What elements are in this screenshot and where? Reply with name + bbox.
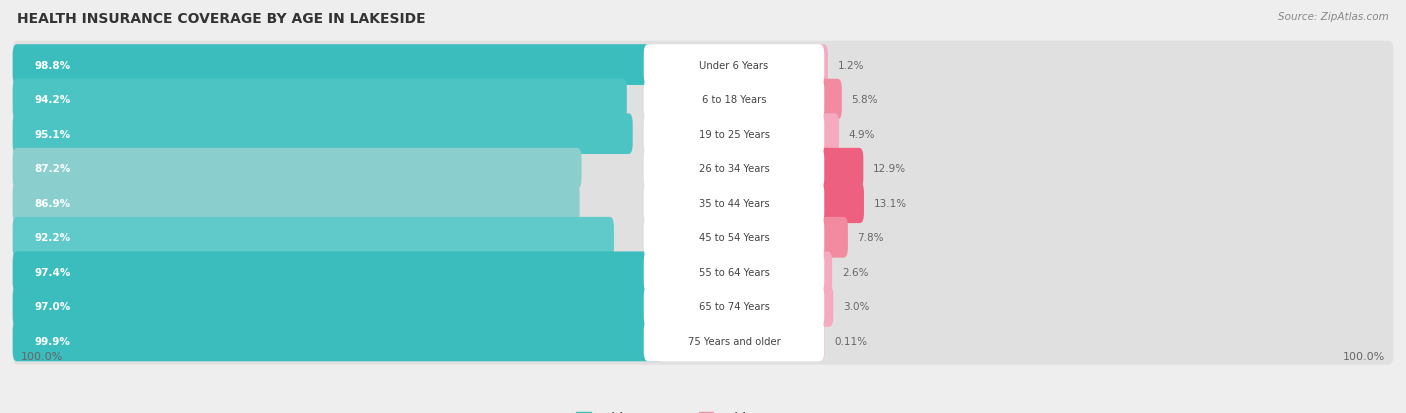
Text: 6 to 18 Years: 6 to 18 Years xyxy=(702,95,766,105)
Text: 3.0%: 3.0% xyxy=(844,301,869,311)
Text: 55 to 64 Years: 55 to 64 Years xyxy=(699,267,769,277)
Text: Under 6 Years: Under 6 Years xyxy=(699,60,769,70)
Text: 98.8%: 98.8% xyxy=(35,60,70,70)
Text: HEALTH INSURANCE COVERAGE BY AGE IN LAKESIDE: HEALTH INSURANCE COVERAGE BY AGE IN LAKE… xyxy=(17,12,426,26)
Text: 19 to 25 Years: 19 to 25 Years xyxy=(699,129,769,139)
Text: 12.9%: 12.9% xyxy=(873,164,905,174)
Legend: With Coverage, Without Coverage: With Coverage, Without Coverage xyxy=(572,406,834,413)
Text: 65 to 74 Years: 65 to 74 Years xyxy=(699,301,769,311)
Text: 99.9%: 99.9% xyxy=(35,336,70,346)
FancyBboxPatch shape xyxy=(13,180,1393,227)
Text: 26 to 34 Years: 26 to 34 Years xyxy=(699,164,769,174)
FancyBboxPatch shape xyxy=(13,214,1393,261)
FancyBboxPatch shape xyxy=(13,183,579,223)
FancyBboxPatch shape xyxy=(13,317,1393,365)
Text: Source: ZipAtlas.com: Source: ZipAtlas.com xyxy=(1278,12,1389,22)
FancyBboxPatch shape xyxy=(815,183,863,223)
FancyBboxPatch shape xyxy=(815,80,842,120)
Text: 100.0%: 100.0% xyxy=(1343,351,1385,361)
FancyBboxPatch shape xyxy=(644,252,824,292)
FancyBboxPatch shape xyxy=(644,148,824,189)
Text: 35 to 44 Years: 35 to 44 Years xyxy=(699,198,769,208)
FancyBboxPatch shape xyxy=(644,45,824,86)
FancyBboxPatch shape xyxy=(13,114,633,154)
FancyBboxPatch shape xyxy=(13,76,1393,123)
FancyBboxPatch shape xyxy=(13,111,1393,158)
FancyBboxPatch shape xyxy=(13,148,582,189)
Text: 0.11%: 0.11% xyxy=(834,336,868,346)
FancyBboxPatch shape xyxy=(644,114,824,154)
Text: 4.9%: 4.9% xyxy=(849,129,876,139)
FancyBboxPatch shape xyxy=(815,45,828,86)
FancyBboxPatch shape xyxy=(815,252,832,292)
Text: 7.8%: 7.8% xyxy=(858,233,884,243)
Text: 13.1%: 13.1% xyxy=(873,198,907,208)
Text: 45 to 54 Years: 45 to 54 Years xyxy=(699,233,769,243)
FancyBboxPatch shape xyxy=(815,148,863,189)
Text: 87.2%: 87.2% xyxy=(35,164,72,174)
Text: 92.2%: 92.2% xyxy=(35,233,70,243)
FancyBboxPatch shape xyxy=(13,248,1393,296)
Text: 5.8%: 5.8% xyxy=(852,95,877,105)
Text: 86.9%: 86.9% xyxy=(35,198,70,208)
Text: 75 Years and older: 75 Years and older xyxy=(688,336,780,346)
FancyBboxPatch shape xyxy=(644,80,824,120)
Text: 97.0%: 97.0% xyxy=(35,301,70,311)
FancyBboxPatch shape xyxy=(644,286,824,327)
FancyBboxPatch shape xyxy=(13,286,645,327)
Text: 100.0%: 100.0% xyxy=(21,351,63,361)
FancyBboxPatch shape xyxy=(13,42,1393,89)
FancyBboxPatch shape xyxy=(13,252,648,292)
FancyBboxPatch shape xyxy=(13,145,1393,192)
FancyBboxPatch shape xyxy=(13,80,627,120)
FancyBboxPatch shape xyxy=(644,183,824,223)
FancyBboxPatch shape xyxy=(815,217,848,258)
FancyBboxPatch shape xyxy=(13,217,614,258)
Text: 1.2%: 1.2% xyxy=(838,60,865,70)
Text: 95.1%: 95.1% xyxy=(35,129,70,139)
FancyBboxPatch shape xyxy=(644,217,824,258)
FancyBboxPatch shape xyxy=(13,321,664,361)
Text: 94.2%: 94.2% xyxy=(35,95,70,105)
FancyBboxPatch shape xyxy=(815,114,839,154)
FancyBboxPatch shape xyxy=(644,321,824,361)
Text: 2.6%: 2.6% xyxy=(842,267,869,277)
FancyBboxPatch shape xyxy=(815,286,834,327)
FancyBboxPatch shape xyxy=(13,283,1393,330)
FancyBboxPatch shape xyxy=(13,45,657,86)
Text: 97.4%: 97.4% xyxy=(35,267,72,277)
FancyBboxPatch shape xyxy=(815,321,824,361)
